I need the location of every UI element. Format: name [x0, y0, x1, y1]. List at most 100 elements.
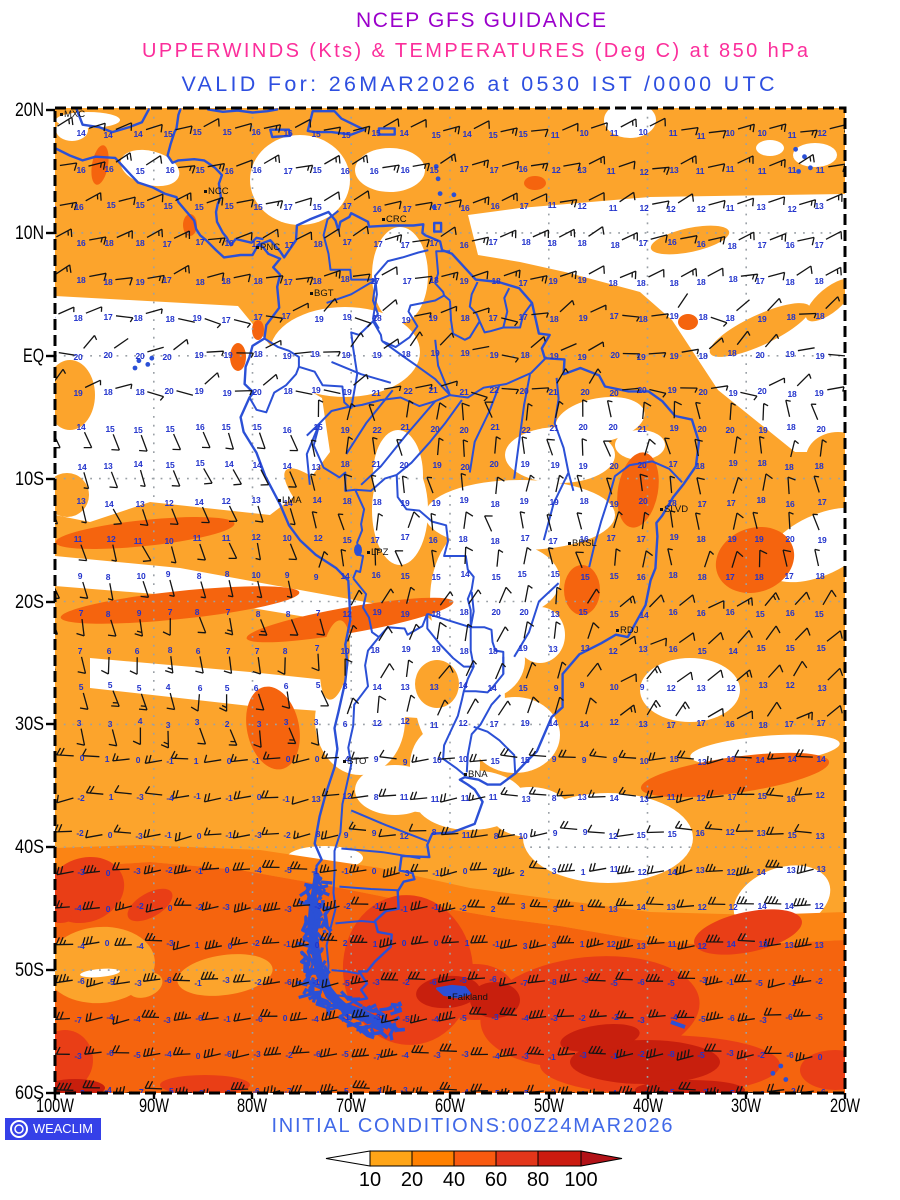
- svg-text:0: 0: [228, 941, 233, 951]
- svg-text:19: 19: [342, 387, 352, 397]
- svg-text:13: 13: [429, 682, 439, 692]
- svg-text:15: 15: [313, 422, 323, 432]
- svg-text:19: 19: [192, 313, 202, 323]
- svg-text:13: 13: [548, 644, 558, 654]
- svg-text:50W: 50W: [534, 1096, 564, 1117]
- svg-text:-3: -3: [491, 1012, 499, 1022]
- svg-text:19: 19: [549, 497, 559, 507]
- svg-text:14: 14: [77, 462, 87, 472]
- svg-text:-6: -6: [77, 976, 85, 986]
- svg-text:18: 18: [520, 350, 530, 360]
- svg-text:20: 20: [638, 496, 648, 506]
- svg-text:16: 16: [725, 719, 735, 729]
- svg-text:15: 15: [312, 202, 322, 212]
- svg-text:-5: -5: [107, 977, 115, 987]
- svg-text:19: 19: [667, 385, 677, 395]
- svg-text:-4: -4: [104, 1085, 112, 1095]
- svg-text:15: 15: [163, 201, 173, 211]
- svg-text:15: 15: [580, 572, 590, 582]
- svg-text:11: 11: [193, 533, 202, 543]
- svg-text:-1: -1: [400, 904, 408, 914]
- svg-text:3: 3: [521, 901, 526, 911]
- svg-text:8: 8: [343, 681, 348, 691]
- svg-text:20: 20: [755, 350, 765, 360]
- svg-text:18: 18: [814, 276, 824, 286]
- svg-text:-7: -7: [284, 1086, 292, 1096]
- svg-text:19: 19: [194, 350, 204, 360]
- svg-text:12: 12: [313, 533, 323, 543]
- svg-text:18: 18: [728, 274, 738, 284]
- svg-text:16: 16: [490, 201, 500, 211]
- svg-text:19: 19: [728, 388, 738, 398]
- svg-text:19: 19: [400, 609, 410, 619]
- svg-text:14: 14: [579, 719, 589, 729]
- svg-text:18: 18: [283, 386, 293, 396]
- svg-text:0: 0: [168, 903, 173, 913]
- svg-text:20: 20: [637, 460, 647, 470]
- svg-text:11: 11: [667, 792, 676, 802]
- svg-text:-3: -3: [254, 830, 262, 840]
- svg-text:6: 6: [343, 719, 348, 729]
- svg-text:13: 13: [638, 719, 648, 729]
- svg-text:19: 19: [342, 312, 352, 322]
- svg-text:60: 60: [485, 1169, 507, 1191]
- svg-text:14: 14: [462, 129, 472, 139]
- svg-text:-3: -3: [372, 977, 380, 987]
- svg-text:12: 12: [728, 902, 738, 912]
- svg-text:14: 14: [636, 902, 646, 912]
- svg-text:17: 17: [519, 201, 529, 211]
- svg-text:18: 18: [610, 240, 620, 250]
- svg-text:12: 12: [726, 683, 736, 693]
- svg-text:70W: 70W: [336, 1096, 366, 1117]
- svg-text:CRC: CRC: [386, 214, 407, 225]
- svg-text:18: 18: [76, 275, 86, 285]
- svg-text:15: 15: [133, 425, 143, 435]
- svg-text:8: 8: [195, 607, 200, 617]
- svg-text:20: 20: [578, 422, 588, 432]
- svg-text:18: 18: [695, 461, 705, 471]
- svg-text:16: 16: [668, 607, 678, 617]
- svg-text:-2: -2: [459, 903, 467, 913]
- svg-text:-5: -5: [755, 978, 763, 988]
- svg-text:17: 17: [488, 237, 498, 247]
- svg-text:18: 18: [757, 458, 767, 468]
- svg-text:10: 10: [432, 755, 442, 765]
- svg-text:8: 8: [286, 609, 291, 619]
- svg-text:-5: -5: [459, 1013, 467, 1023]
- svg-text:6: 6: [135, 646, 140, 656]
- svg-text:13: 13: [639, 794, 649, 804]
- svg-text:14: 14: [458, 680, 468, 690]
- svg-text:13: 13: [697, 757, 707, 767]
- svg-text:15: 15: [490, 756, 500, 766]
- svg-text:16: 16: [636, 572, 646, 582]
- svg-text:18: 18: [787, 389, 797, 399]
- svg-text:18: 18: [73, 313, 83, 323]
- svg-text:-3: -3: [222, 975, 230, 985]
- svg-text:17: 17: [638, 238, 648, 248]
- svg-text:15: 15: [609, 571, 619, 581]
- svg-text:18: 18: [491, 276, 501, 286]
- svg-text:2: 2: [225, 719, 230, 729]
- svg-text:-3: -3: [134, 978, 142, 988]
- svg-text:NCEP GFS GUIDANCE: NCEP GFS GUIDANCE: [356, 9, 606, 32]
- svg-text:5: 5: [79, 682, 84, 692]
- svg-text:18: 18: [342, 496, 352, 506]
- svg-text:11: 11: [668, 939, 677, 949]
- svg-text:12: 12: [342, 609, 352, 619]
- svg-text:-6: -6: [255, 1014, 263, 1024]
- svg-text:3: 3: [552, 866, 557, 876]
- svg-text:16: 16: [252, 165, 262, 175]
- svg-text:21: 21: [459, 387, 469, 397]
- svg-text:10: 10: [340, 646, 350, 656]
- svg-text:13: 13: [636, 941, 646, 951]
- svg-text:18: 18: [221, 276, 231, 286]
- svg-text:7: 7: [315, 643, 320, 653]
- svg-text:18: 18: [195, 277, 205, 287]
- svg-text:18: 18: [370, 645, 380, 655]
- svg-text:-2: -2: [195, 902, 203, 912]
- svg-text:15: 15: [757, 791, 767, 801]
- svg-text:15: 15: [816, 643, 826, 653]
- svg-text:-1: -1: [372, 901, 380, 911]
- svg-text:1: 1: [580, 939, 585, 949]
- svg-text:-1: -1: [194, 978, 202, 988]
